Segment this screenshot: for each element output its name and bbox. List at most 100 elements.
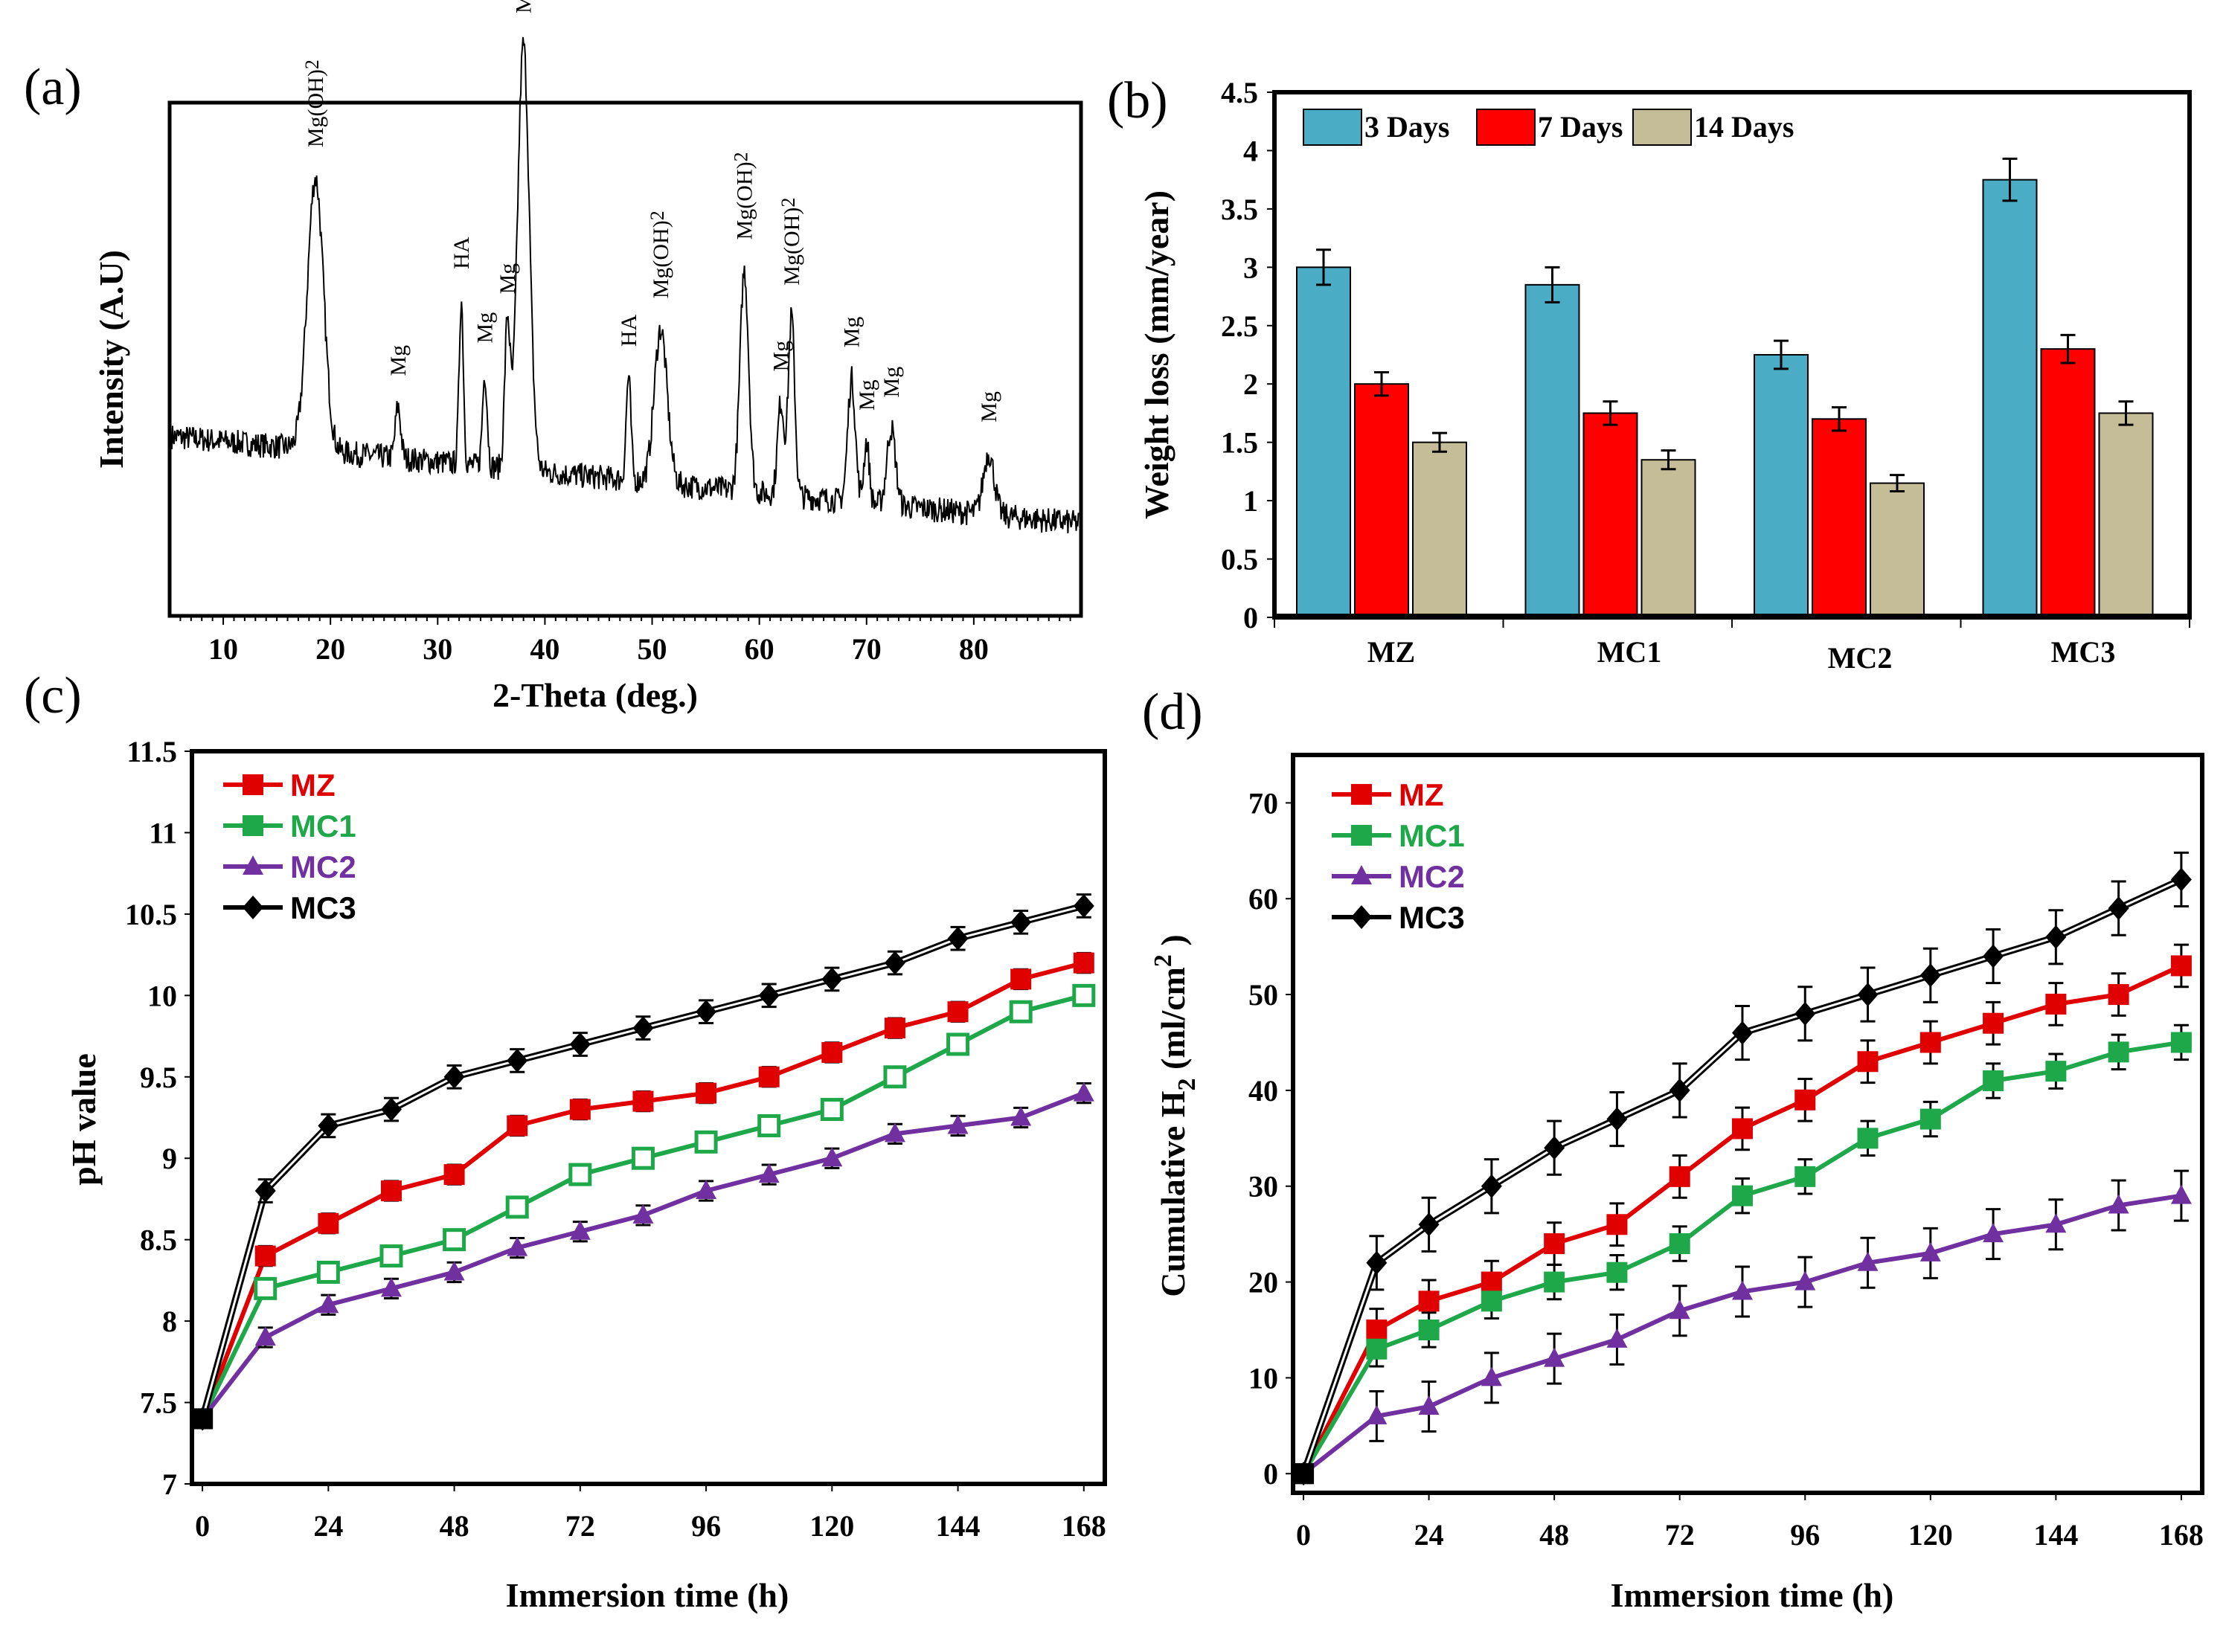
weight-loss-y-tick-label: 3 [1243,251,1258,284]
ph-y-tick-label: 11 [149,816,177,849]
xrd-peak-label-name: Mg(OH) [304,69,328,147]
hydrogen-data-point [1731,1185,1753,1206]
ph-data-point [758,1066,780,1087]
xrd-peak-label: Mg(OH)2 [647,210,673,298]
ph-data-point [318,1293,339,1314]
ph-data-point [758,1163,780,1183]
xrd-x-tick-label: 40 [530,632,559,666]
weight-loss-y-tick-label: 2 [1243,367,1258,401]
hydrogen-x-axis-title: Immersion time (h) [1611,1576,1894,1614]
weight-loss-bar [1870,482,1925,618]
ph-data-point [1072,983,1096,1007]
ph-data-point [821,1147,843,1167]
hydrogen-data-point [1481,1271,1502,1293]
xrd-peak-label-name: Mg [840,317,865,348]
ph-data-point [318,1212,339,1234]
xrd-peak-label: Mg [386,345,411,376]
ph-data-point [380,1097,402,1122]
weight-loss-y-tick-label: 0.5 [1221,543,1258,576]
xrd-x-tick-label: 10 [208,632,238,666]
weight-loss-y-tick-label: 1.5 [1221,426,1258,460]
weight-loss-legend: 3 Days 7 Days 14 Days [1303,109,1794,146]
ph-data-point [379,1244,403,1268]
hydrogen-x-tick-label: 0 [1296,1518,1311,1552]
xrd-peak-label-name: Mg(OH) [649,220,673,298]
hydrogen-y-axis-title-main: Cumulative H [1154,1090,1192,1297]
xrd-peak-label-name: Mg [977,391,1001,422]
hydrogen-data-point [2108,1041,2129,1063]
ph-data-point [1010,968,1032,990]
weight-loss-y-tick-label: 1 [1243,484,1258,518]
hydrogen-data-point [1919,1108,1941,1130]
hydrogen-data-point [1418,1395,1440,1415]
hydrogen-series-line [1302,878,2182,1474]
ph-data-point [569,1220,591,1240]
ph-data-point [696,1000,717,1024]
hydrogen-data-point [1418,1319,1440,1340]
ph-data-point [318,1113,339,1138]
ph-data-point [254,1276,278,1300]
xrd-peak-label-name: Mg [495,263,520,295]
hydrogen-y-tick-label: 0 [1263,1457,1278,1491]
hydrogen-data-point [1794,1166,1816,1187]
hydrogen-data-point [1857,1128,1879,1149]
ph-y-tick-label: 10.5 [125,898,177,931]
ph-y-tick-label: 9.5 [140,1061,177,1094]
ph-data-point [1073,952,1094,974]
hydrogen-x-tick-label: 144 [2033,1518,2078,1552]
hydrogen-data-point [2045,1213,2067,1233]
xrd-peak-label-sub: 2 [730,152,751,161]
hydrogen-data-point [2170,867,2192,892]
hydrogen-data-point [1731,1021,1753,1045]
hydrogen-y-tick-label: 10 [1248,1361,1278,1395]
hydrogen-data-point [1481,1366,1502,1386]
hydrogen-plot-frame [1291,753,2204,1495]
hydrogen-data-point [2170,955,2192,977]
ph-data-point [1073,1081,1094,1102]
ph-data-point [883,1065,907,1089]
ph-data-point [1010,1106,1032,1126]
hydrogen-data-point [2170,1032,2192,1053]
weight-loss-y-tick-label: 4 [1243,134,1258,167]
ph-x-tick-label: 72 [565,1509,595,1543]
hydrogen-data-point [2045,925,2067,949]
ph-y-tick-label: 9 [162,1142,177,1175]
xrd-peak-label-name: Mg [879,367,904,398]
weight-loss-bar [1982,179,2038,618]
ph-data-point [696,1180,717,1199]
hydrogen-data-point [2108,984,2129,1006]
xrd-x-tick-label: 70 [852,632,882,666]
ph-data-point [1073,893,1094,918]
xrd-peak-label: Mg [769,341,793,372]
weight-loss-category-label: MC2 [1828,641,1893,675]
ph-series [192,893,1096,1431]
ph-chart: 7 7.5 8 8.5 9 9.5 10 10.5 11 11.5 0 24 48 72 96 120 144 1… [65,735,1107,1614]
xrd-x-tick-label: 50 [638,632,667,666]
xrd-peak-label: Mg [840,317,865,348]
ph-data-point [254,1245,276,1267]
weight-loss-bars [1274,157,2190,619]
xrd-peak-label-sub: 2 [301,60,323,69]
xrd-plot-frame [167,100,1083,618]
hydrogen-data-point [1983,1012,2004,1034]
hydrogen-legend-label: MC2 [1399,859,1465,894]
hydrogen-data-point [1731,1280,1753,1300]
ph-data-point [569,1099,591,1120]
weight-loss-bar [1582,412,1638,618]
ph-data-point [1010,910,1032,934]
xrd-ticks: 10 20 30 40 50 60 70 80 [179,616,1071,666]
xrd-x-axis-title: 2-Theta (deg.) [493,676,698,714]
xrd-peak-label-sub: 2 [777,198,799,208]
hydrogen-data-point [1544,1233,1565,1255]
xrd-peak-label-name: HA [449,237,474,269]
hydrogen-x-tick-label: 24 [1414,1518,1444,1552]
xrd-peak-label: Mg [473,312,498,344]
weight-loss-bar [1640,459,1696,619]
ph-y-tick-label: 7 [162,1468,177,1501]
ph-data-point [443,1064,465,1089]
ph-y-tick-label: 7.5 [140,1386,177,1420]
xrd-x-tick-label: 30 [423,632,452,666]
hydrogen-data-point [1794,1270,1816,1291]
